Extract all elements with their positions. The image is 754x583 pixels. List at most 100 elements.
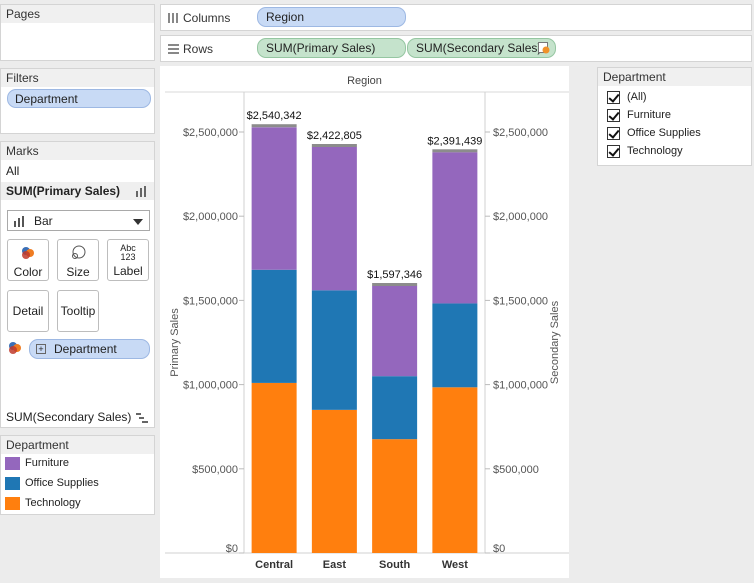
tooltip-label: Tooltip [60,304,96,318]
department-filter-title: Department [598,68,751,86]
filter-option[interactable]: Furniture [607,108,742,124]
chevron-down-icon [133,219,143,225]
gantt-icon [136,413,148,423]
secondary-bar [311,143,357,147]
bar-segment [372,285,418,377]
total-label: $1,597,346 [367,269,422,281]
secondary-tick-label: $2,500,000 [493,127,548,139]
columns-label: Columns [183,11,231,25]
bar-segment [251,127,297,270]
secondary-sales-pill-label: SUM(Secondary Sales) [416,41,542,55]
filter-option-label: (All) [627,91,647,103]
primary-tick-label: $500,000 [192,464,238,476]
filters-card[interactable]: Filters Department [0,68,155,134]
legend-label: Furniture [25,457,70,469]
label-icon-text-top: Abc [120,243,136,253]
size-label: Size [66,265,90,279]
bar-segment [372,439,418,553]
color-button[interactable]: Color [7,239,49,281]
region-pill[interactable]: Region [257,7,406,27]
bar-segment [251,269,297,383]
secondary-tick-label: $500,000 [493,464,539,476]
rows-shelf[interactable]: Rows SUM(Primary Sales) SUM(Secondary Sa… [160,35,752,62]
filter-option-label: Office Supplies [627,127,701,139]
department-filter-pill[interactable]: Department [7,89,151,108]
primary-tick-label: $1,500,000 [183,295,238,307]
marks-secondary-header[interactable]: SUM(Secondary Sales) [1,408,154,427]
primary-tick-label: $2,500,000 [183,127,238,139]
bar-segment [311,290,357,410]
primary-tick-label: $2,000,000 [183,211,238,223]
size-button[interactable]: Size [57,239,99,281]
checkbox[interactable] [607,109,620,122]
pages-card[interactable]: Pages [0,4,155,61]
bar-segment [251,382,297,553]
filters-title: Filters [1,69,154,87]
tooltip-button[interactable]: Tooltip [57,290,99,332]
bar-segment [432,152,478,304]
label-button[interactable]: Abc 123 Label [107,239,149,281]
total-label: $2,422,805 [307,130,362,142]
total-label: $2,540,342 [247,110,302,122]
columns-shelf[interactable]: Columns Region [160,4,752,31]
color-legend-card: Department Furniture Office Supplies Techn… [0,435,155,515]
secondary-bar [432,149,478,153]
filter-option[interactable]: (All) [607,90,742,106]
category-label: South [379,559,410,571]
secondary-bar [372,283,418,287]
rows-icon [168,44,179,54]
marks-primary-label: SUM(Primary Sales) [6,184,121,198]
filter-option[interactable]: Office Supplies [607,126,742,142]
marks-title: Marks [1,142,154,160]
label-icon: Abc 123 [108,244,148,264]
legend-swatch [5,497,20,510]
marks-primary-header[interactable]: SUM(Primary Sales) [1,182,154,200]
bar-segment [372,376,418,440]
checkbox[interactable] [607,91,620,104]
primary-sales-pill[interactable]: SUM(Primary Sales) [257,38,406,58]
legend-item[interactable]: Office Supplies [5,476,150,492]
region-header-label: Region [347,75,382,87]
expand-icon[interactable]: + [36,344,46,354]
category-label: East [323,559,347,571]
filter-option[interactable]: Technology [607,144,742,160]
checkbox[interactable] [607,145,620,158]
label-label: Label [113,264,143,278]
checkbox[interactable] [607,127,620,140]
marks-card: Marks All SUM(Primary Sales) Bar Color S… [0,141,155,428]
bar-segment [311,146,357,291]
chart-svg: Region $0 $0 $500,000 $500,000 $1,000,000 $1,0… [160,66,569,571]
secondary-axis-title: Secondary Sales [549,300,561,384]
bar-segment [432,303,478,388]
legend-item[interactable]: Technology [5,496,150,512]
rows-label: Rows [183,42,214,56]
primary-tick-label: $1,000,000 [183,380,238,392]
size-icon [58,245,98,265]
columns-icon [168,13,178,23]
marks-all-tab[interactable]: All [6,164,20,178]
color-legend-title: Department [1,436,154,454]
detail-label: Detail [12,304,44,318]
detail-button[interactable]: Detail [7,290,49,332]
bar-segment [311,409,357,553]
pages-title: Pages [1,5,154,23]
primary-axis-title: Primary Sales [169,308,181,377]
color-icon [8,245,48,265]
department-color-pill[interactable]: + Department [29,339,150,359]
department-color-pill-label: Department [54,342,117,356]
mark-type-value: Bar [34,214,53,228]
department-filter-card: Department (All) Furniture Office Supplies… [597,67,752,166]
region-header-bg [160,66,569,92]
mark-type-select[interactable]: Bar [7,210,150,231]
secondary-tick-label: $2,000,000 [493,211,548,223]
filter-option-label: Technology [627,145,683,157]
category-label: West [442,559,468,571]
secondary-bar [251,124,297,128]
filter-option-label: Furniture [627,109,672,121]
color-encoding-icon [9,342,21,354]
legend-label: Technology [25,497,81,509]
marks-secondary-label: SUM(Secondary Sales) [6,410,132,424]
bar-segment [432,387,478,553]
legend-item[interactable]: Furniture [5,456,150,472]
secondary-sales-pill[interactable]: SUM(Secondary Sales) [407,38,556,58]
